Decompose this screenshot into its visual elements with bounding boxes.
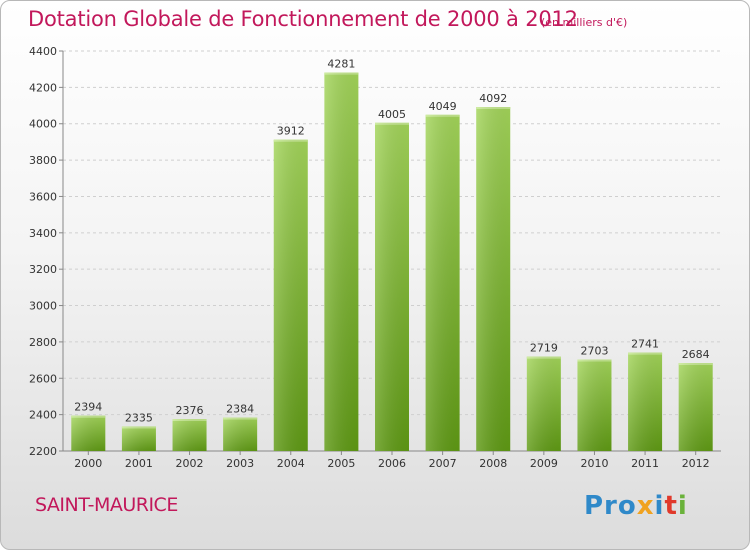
data-label: 3912 xyxy=(277,125,305,138)
data-label: 2741 xyxy=(631,338,659,351)
x-tick-label: 2001 xyxy=(125,457,153,470)
y-tick-label: 4000 xyxy=(29,118,57,131)
chart-title: Dotation Globale de Fonctionnement de 20… xyxy=(28,7,578,31)
x-tick-label: 2007 xyxy=(429,457,457,470)
data-label: 2684 xyxy=(682,348,710,361)
x-tick-label: 2010 xyxy=(580,457,608,470)
x-tick-label: 2011 xyxy=(631,457,659,470)
y-tick-label: 4400 xyxy=(29,45,57,58)
x-tick-label: 2005 xyxy=(327,457,355,470)
y-tick-label: 2600 xyxy=(29,372,57,385)
y-tick-label: 3000 xyxy=(29,300,57,313)
y-tick-label: 2400 xyxy=(29,409,57,422)
bar-shade xyxy=(71,415,106,451)
unit-note: (en milliers d'€) xyxy=(541,16,628,29)
place-name: SAINT-MAURICE xyxy=(35,494,178,516)
data-label: 4049 xyxy=(429,100,457,113)
x-tick-label: 2012 xyxy=(682,457,710,470)
y-tick-label: 3800 xyxy=(29,154,57,167)
data-label: 2384 xyxy=(226,403,254,416)
bar-shade xyxy=(628,352,663,451)
bar-shade xyxy=(526,356,561,451)
data-label: 2394 xyxy=(74,401,102,414)
y-tick-label: 2800 xyxy=(29,336,57,349)
bar-shade xyxy=(172,419,207,451)
proxiti-logo: Proxiti xyxy=(584,491,688,521)
bar-shade xyxy=(375,122,409,452)
bar-shade xyxy=(476,107,511,451)
data-label: 2703 xyxy=(580,345,608,358)
data-label: 4281 xyxy=(327,58,355,71)
y-tick-label: 3200 xyxy=(29,263,57,276)
bar-shade xyxy=(577,359,612,451)
x-tick-label: 2009 xyxy=(530,457,558,470)
x-tick-label: 2008 xyxy=(479,457,507,470)
bar-shade xyxy=(121,426,156,451)
y-tick-label: 3600 xyxy=(29,190,57,203)
x-tick-label: 2002 xyxy=(176,457,204,470)
x-tick-label: 2000 xyxy=(74,457,102,470)
x-tick-label: 2004 xyxy=(277,457,305,470)
bar-shade xyxy=(273,139,308,451)
data-label: 2376 xyxy=(176,404,204,417)
bar-shade xyxy=(324,72,359,452)
y-tick-label: 2200 xyxy=(29,445,57,458)
data-label: 4092 xyxy=(479,92,507,105)
data-label: 2335 xyxy=(125,411,153,424)
y-tick-label: 4200 xyxy=(29,81,57,94)
y-tick-label: 3400 xyxy=(29,227,57,240)
data-label: 2719 xyxy=(530,342,558,355)
bar-shade xyxy=(223,417,258,451)
x-tick-label: 2003 xyxy=(226,457,254,470)
x-tick-label: 2006 xyxy=(378,457,406,470)
data-label: 4005 xyxy=(378,108,406,121)
bar-shade xyxy=(425,114,460,452)
bar-shade xyxy=(678,363,713,451)
